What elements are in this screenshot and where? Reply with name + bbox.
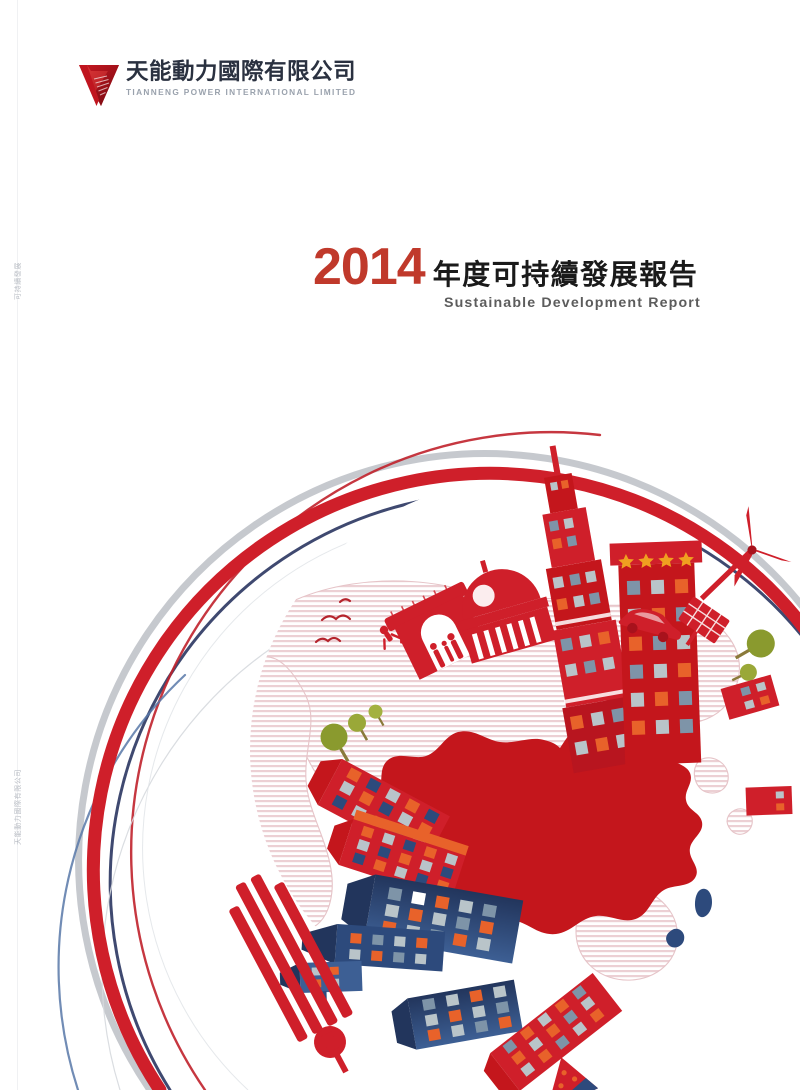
tiered-tower (542, 445, 645, 774)
trees (320, 629, 775, 763)
bottom-peak-building (546, 1057, 599, 1090)
right-low-building (720, 674, 780, 720)
solar-panel (678, 596, 730, 646)
tianneng-v-logo-icon (79, 65, 119, 106)
car (618, 609, 682, 643)
radio-tower (229, 874, 353, 1074)
navy-skyscrapers (279, 874, 524, 1050)
domed-building (457, 559, 557, 664)
edge-label-upper: 可持續發展 (14, 262, 22, 300)
sustainable-city-globe-illustration (0, 330, 800, 1090)
title-main-row: 2014 年度可持續發展報告 (313, 238, 713, 296)
far-right-building (745, 786, 793, 816)
report-year: 2014 (313, 238, 426, 296)
city-ground-arc (86, 466, 800, 1090)
company-name-cn: 天能動力國際有限公司 (126, 59, 357, 85)
page-left-rule (17, 0, 18, 1090)
wind-turbine (699, 506, 792, 601)
red-slab-building-2 (327, 809, 469, 902)
company-name-en: TIANNENG POWER INTERNATIONAL LIMITED (126, 87, 357, 98)
bottom-red-slab (483, 973, 623, 1090)
star-hotel (609, 540, 703, 766)
report-title-block: 2014 年度可持續發展報告 Sustainable Development R… (313, 238, 713, 311)
company-logo-block: 天能動力國際有限公司 TIANNENG POWER INTERNATIONAL … (78, 60, 356, 108)
birds (314, 598, 352, 644)
hotel-stars (618, 551, 694, 569)
report-heading-en: Sustainable Development Report (444, 294, 701, 311)
report-heading-cn: 年度可持續發展報告 (432, 257, 699, 291)
pedestrians (430, 633, 464, 668)
